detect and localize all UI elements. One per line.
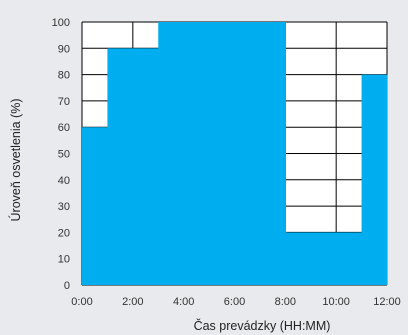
y-tick-label: 30 [58,201,70,213]
y-tick-label: 10 [58,254,70,266]
level-bar [310,232,337,285]
x-tick-label: 2:00 [122,296,143,308]
level-bar [361,74,388,285]
step-area-bars [82,22,388,285]
y-tick-label: 0 [64,280,70,292]
x-axis-title: Čas prevádzky (HH:MM) [194,318,331,333]
level-bar [336,232,363,285]
level-bar [209,22,236,285]
level-bar [285,232,312,285]
y-tick-label: 20 [58,227,70,239]
x-tick-label: 4:00 [173,296,194,308]
x-tick-label: 0:00 [71,296,92,308]
y-tick-label: 80 [58,70,70,82]
x-tick-label: 10:00 [322,296,350,308]
level-bar [158,22,185,285]
y-tick-label: 70 [58,96,70,108]
level-bar [107,48,134,285]
y-tick-labels: 0 10 20 30 40 50 60 70 80 90 100 [52,17,70,292]
x-tick-labels: 0:00 2:00 4:00 6:00 8:00 10:00 12:00 [71,296,400,308]
level-bar [183,22,210,285]
y-tick-label: 40 [58,175,70,187]
x-tick-label: 8:00 [275,296,296,308]
x-tick-label: 12:00 [373,296,401,308]
y-tick-label: 100 [52,17,70,29]
y-axis-title: Úroveň osvetlenia (%) [8,99,23,222]
level-bar [82,127,109,285]
level-bar [259,22,286,285]
y-tick-label: 60 [58,122,70,134]
level-bar [132,48,159,285]
y-tick-label: 90 [58,43,70,55]
y-tick-label: 50 [58,149,70,161]
x-tick-label: 6:00 [224,296,245,308]
level-bar [234,22,261,285]
